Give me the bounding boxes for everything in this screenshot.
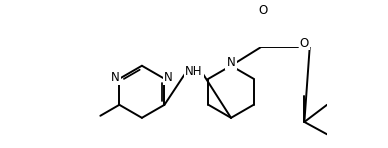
Text: N: N [227, 56, 236, 69]
Text: O: O [300, 37, 309, 50]
Text: O: O [259, 4, 268, 17]
Text: NH: NH [185, 65, 203, 78]
Text: N: N [164, 71, 173, 84]
Text: N: N [111, 71, 120, 84]
